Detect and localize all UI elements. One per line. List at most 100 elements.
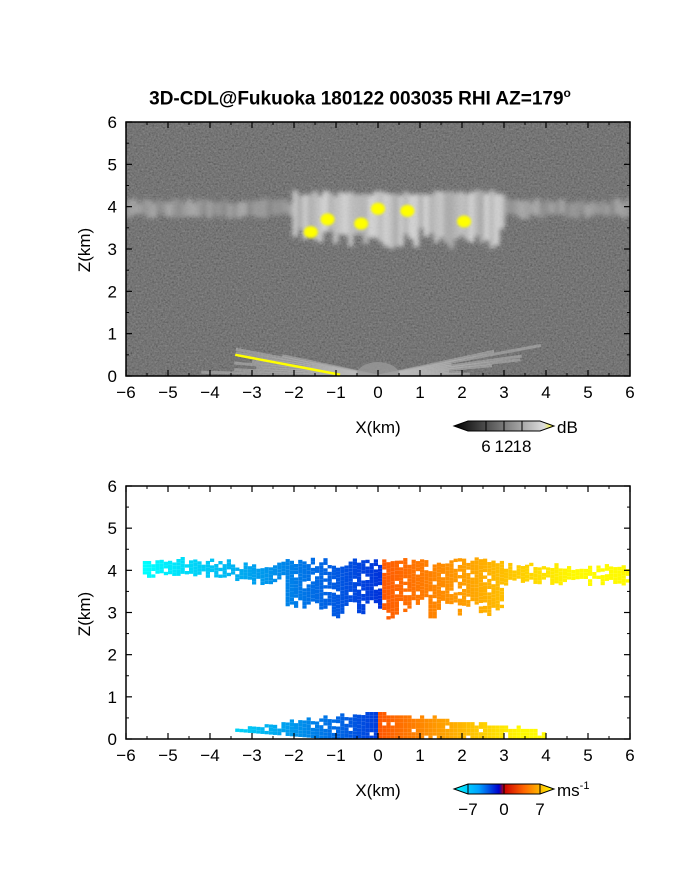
velocity-ground-bin	[483, 722, 488, 726]
velocity-cloud-bin	[596, 575, 601, 580]
velocity-ground-bin	[411, 732, 416, 736]
velocity-ground-bin	[336, 729, 341, 734]
velocity-cloud-bin	[457, 585, 462, 589]
velocity-cloud-bin	[306, 570, 311, 575]
reflectivity-cloud-column	[443, 191, 450, 244]
velocity-cloud-bin	[315, 596, 320, 600]
velocity-cloud-bin	[302, 574, 307, 579]
velocity-cloud-bin	[554, 580, 559, 584]
reflectivity-cloud-column	[448, 191, 455, 249]
velocity-cloud-bin	[382, 579, 387, 584]
velocity-ground-bin	[529, 728, 534, 733]
velocity-cloud-bin	[294, 604, 299, 608]
velocity-cloud-bin	[289, 577, 294, 581]
velocity-cloud-bin	[252, 567, 257, 572]
velocity-cloud-bin	[520, 572, 525, 577]
velocity-ground-bin	[449, 725, 454, 729]
velocity-cloud-bin	[331, 606, 336, 610]
velocity-cloud-bin	[306, 591, 311, 595]
velocity-cloud-bin	[268, 577, 273, 581]
velocity-cloud-bin	[436, 599, 441, 604]
velocity-ground-bin	[306, 720, 311, 725]
velocity-ground-bin	[386, 715, 391, 719]
velocity-cloud-bin	[298, 576, 303, 581]
velocity-cloud-bin	[180, 567, 185, 571]
velocity-cloud-bin	[487, 568, 492, 573]
reflectivity-cloud-column	[468, 192, 475, 243]
velocity-cloud-bin	[382, 589, 387, 594]
velocity-cloud-bin	[483, 568, 488, 573]
velocity-cloud-bin	[352, 561, 357, 566]
reflectivity-high-echo-cells	[303, 202, 472, 239]
velocity-cloud-bin	[319, 582, 324, 586]
velocity-cloud-bin	[592, 572, 597, 576]
velocity-cloud-bin	[331, 575, 336, 580]
velocity-cloud-bin	[373, 582, 378, 587]
velocity-ground-bin	[445, 718, 450, 723]
velocity-cloud-bin	[415, 581, 420, 585]
velocity-cloud-bin	[621, 565, 626, 569]
reflectivity-cloud-column	[483, 193, 490, 241]
velocity-ground-bin	[386, 718, 391, 723]
reflectivity-ytick-label: 0	[108, 367, 117, 386]
velocity-ground-bin	[323, 715, 328, 719]
velocity-cloud-bin	[487, 595, 492, 600]
velocity-cloud-bin	[172, 565, 177, 570]
velocity-cloud-bin	[474, 591, 479, 595]
velocity-ground-bin	[436, 725, 441, 729]
velocity-colorbar-tick-label: −7	[458, 800, 477, 819]
velocity-cloud-bin	[466, 579, 471, 584]
velocity-ground-bin	[403, 722, 408, 726]
velocity-ground-bin	[441, 732, 446, 736]
velocity-cloud-bin	[491, 584, 496, 588]
velocity-cloud-bin	[428, 571, 433, 575]
velocity-cloud-bin	[474, 594, 479, 598]
velocity-cloud-bin	[352, 595, 357, 599]
velocity-cloud-bin	[462, 565, 467, 569]
velocity-cloud-bin	[315, 576, 320, 580]
velocity-ground-bin	[470, 725, 475, 729]
velocity-ground-bin	[462, 735, 467, 739]
reflectivity-cloud-column	[161, 201, 168, 215]
reflectivity-cloud-column	[408, 194, 415, 240]
velocity-cloud-bin	[331, 602, 336, 607]
velocity-cloud-bin	[453, 558, 458, 563]
velocity-cloud-bin	[176, 565, 181, 570]
velocity-cloud-bin	[315, 566, 320, 570]
velocity-ground-bin	[483, 732, 488, 736]
velocity-cloud-bin	[457, 564, 462, 569]
velocity-cloud-bin	[226, 559, 231, 563]
reflectivity-cloud-column	[519, 200, 525, 219]
velocity-ground-bin	[340, 716, 345, 721]
reflectivity-xtick-label: −6	[116, 383, 135, 402]
velocity-cloud-bin	[378, 588, 383, 592]
velocity-ground-bin	[331, 736, 336, 739]
reflectivity-cloud-column	[473, 190, 480, 236]
velocity-ground-bin	[520, 735, 525, 739]
velocity-cloud-bin	[252, 574, 257, 578]
velocity-ground-bin	[499, 732, 504, 736]
velocity-cloud-bin	[621, 575, 626, 579]
velocity-ground-bin	[428, 725, 433, 729]
velocity-cloud-bin	[453, 572, 458, 576]
velocity-cloud-bin	[315, 569, 320, 573]
velocity-cloud-bin	[336, 608, 341, 612]
velocity-cloud-bin	[289, 564, 294, 568]
velocity-cloud-bin	[415, 588, 420, 592]
velocity-cloud-bin	[420, 589, 425, 594]
velocity-cloud-bin	[239, 575, 244, 580]
velocity-cloud-bin	[184, 571, 189, 575]
velocity-ground-bin	[344, 733, 349, 738]
velocity-cloud-bin	[193, 566, 198, 570]
velocity-cloud-bin	[172, 572, 177, 576]
velocity-cloud-bin	[361, 580, 366, 584]
reflectivity-ylabel: Z(km)	[75, 228, 94, 272]
velocity-xtick-label: 1	[415, 746, 424, 765]
velocity-cloud-bin	[436, 579, 441, 583]
velocity-cloud-bin	[214, 570, 219, 575]
velocity-cloud-bin	[369, 583, 374, 587]
velocity-ground-bin	[281, 728, 286, 733]
velocity-cloud-bin	[323, 571, 328, 576]
velocity-cloud-bin	[310, 584, 315, 589]
velocity-ground-bin	[373, 722, 378, 726]
